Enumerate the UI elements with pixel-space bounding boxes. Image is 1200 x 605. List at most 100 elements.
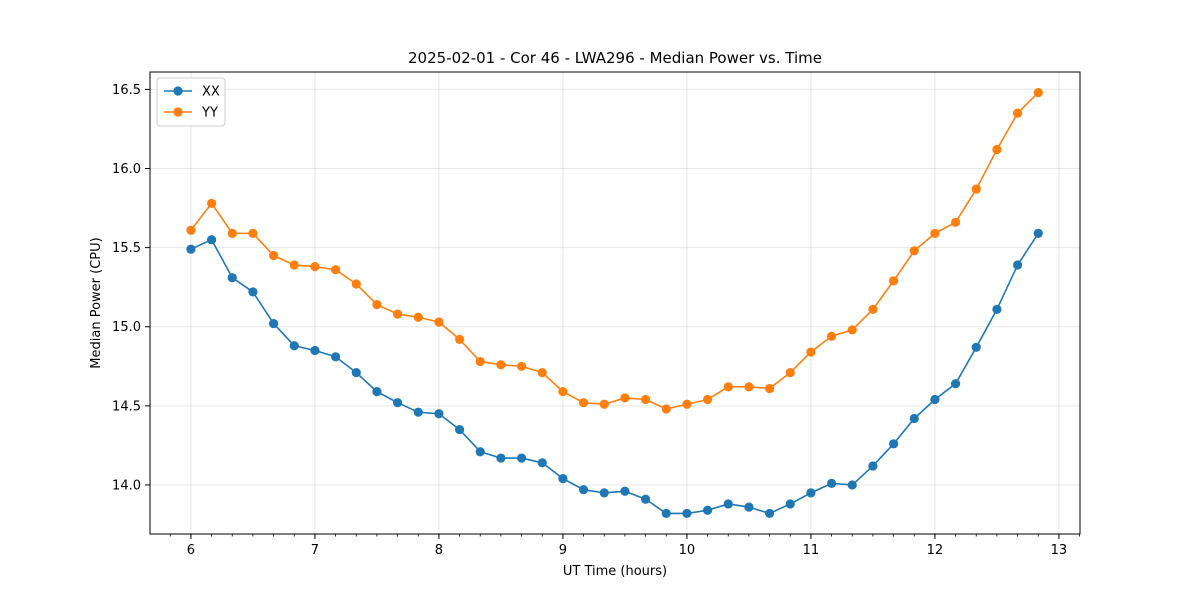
series-yy-point	[764, 383, 775, 394]
y-tick-label: 16.0	[112, 162, 141, 177]
series-yy-point	[248, 228, 258, 238]
legend-yy-marker	[173, 107, 183, 117]
series-xx-point	[909, 413, 919, 424]
series-yy-point	[930, 228, 940, 238]
series-xx-point	[434, 409, 444, 419]
series-yy-point	[578, 398, 589, 408]
y-tick-label: 14.5	[112, 399, 141, 414]
series-yy-point	[186, 225, 196, 235]
series-yy-point	[454, 334, 465, 344]
series-xx-point	[847, 480, 857, 490]
series-xx-point	[351, 368, 361, 378]
legend: XX YY	[156, 77, 226, 127]
series-yy-point	[702, 394, 713, 405]
series-xx-point	[1012, 260, 1023, 270]
series-yy-point	[992, 144, 1002, 155]
x-tick-label: 12	[927, 543, 944, 558]
x-tick-label: 6	[187, 543, 195, 558]
series-yy-point	[310, 262, 320, 272]
series-xx-point	[475, 447, 485, 457]
series-layer	[186, 87, 1043, 519]
series-xx-point	[268, 318, 279, 329]
series-yy-point	[392, 309, 403, 319]
series-yy-point	[785, 368, 795, 378]
series-xx-point	[227, 273, 237, 283]
series-yy-point	[206, 198, 217, 208]
x-tick-label: 7	[311, 543, 319, 558]
series-xx-point	[620, 486, 630, 496]
x-tick-label: 8	[435, 543, 443, 558]
y-tick-label: 15.0	[112, 320, 141, 335]
series-yy-point	[744, 382, 754, 392]
series-xx-point	[310, 345, 320, 356]
series-xx-point	[723, 499, 733, 509]
y-tick-label: 14.0	[112, 478, 141, 493]
series-yy-point	[868, 304, 878, 314]
x-tick-label: 9	[559, 543, 567, 558]
y-tick-label: 15.5	[112, 241, 141, 256]
series-xx-point	[372, 387, 382, 397]
series-xx-point	[392, 398, 403, 408]
series-yy-point	[289, 260, 299, 270]
series-xx-point	[599, 488, 609, 498]
series-xx-point	[888, 439, 899, 449]
series-yy-point	[413, 312, 423, 322]
series-xx-line	[190, 232, 1039, 515]
series-yy-point	[1012, 108, 1023, 118]
legend-yy-label: YY	[201, 106, 218, 121]
series-yy-point	[351, 279, 361, 289]
series-yy-point	[1033, 87, 1043, 98]
series-xx-point	[826, 478, 837, 488]
x-tick-label: 10	[679, 543, 696, 558]
series-yy-point	[434, 317, 444, 327]
legend-xx-label: XX	[202, 85, 220, 100]
series-yy-point	[888, 276, 899, 286]
series-xx-point	[971, 342, 981, 352]
series-yy-point	[268, 250, 279, 261]
series-xx-point	[454, 424, 465, 435]
series-xx-point	[785, 499, 795, 509]
series-xx-point	[930, 394, 940, 405]
y-axis-label: Median Power (CPU)	[89, 237, 104, 368]
series-yy-point	[558, 387, 568, 397]
y-tick-label: 16.5	[112, 83, 141, 98]
series-yy-point	[227, 228, 237, 238]
plot-frame	[149, 71, 1081, 535]
grid	[150, 72, 1080, 534]
series-yy-point	[640, 394, 651, 405]
series-xx	[186, 228, 1043, 519]
series-yy-point	[971, 184, 981, 194]
series-xx-point	[516, 453, 527, 463]
x-tick-label: 13	[1051, 543, 1068, 558]
x-axis-label: UT Time (hours)	[563, 564, 667, 579]
series-xx-point	[330, 352, 341, 362]
series-xx-point	[661, 508, 671, 519]
series-xx-point	[558, 474, 568, 484]
series-xx-point	[248, 287, 258, 297]
series-yy-point	[475, 356, 485, 367]
series-xx-point	[764, 508, 775, 519]
series-xx-point	[206, 235, 217, 245]
series-xx-point	[640, 494, 651, 504]
series-yy-point	[723, 382, 733, 392]
series-yy-point	[661, 404, 671, 414]
series-xx-point	[806, 488, 816, 498]
series-yy-point	[682, 399, 692, 409]
series-xx-point	[744, 502, 754, 512]
series-xx-point	[868, 461, 878, 471]
series-yy-point	[372, 299, 382, 310]
series-yy-point	[909, 246, 919, 256]
x-tick-label: 11	[803, 543, 820, 558]
series-yy-point	[496, 360, 506, 370]
series-yy-point	[847, 325, 857, 335]
series-xx-point	[289, 341, 299, 351]
series-yy-point	[806, 347, 816, 357]
series-xx-point	[186, 244, 196, 254]
series-yy-point	[537, 368, 547, 378]
chart-title: 2025-02-01 - Cor 46 - LWA296 - Median Po…	[408, 49, 822, 67]
series-xx-point	[950, 379, 961, 389]
series-yy-point	[599, 399, 609, 409]
series-yy-point	[516, 361, 527, 371]
